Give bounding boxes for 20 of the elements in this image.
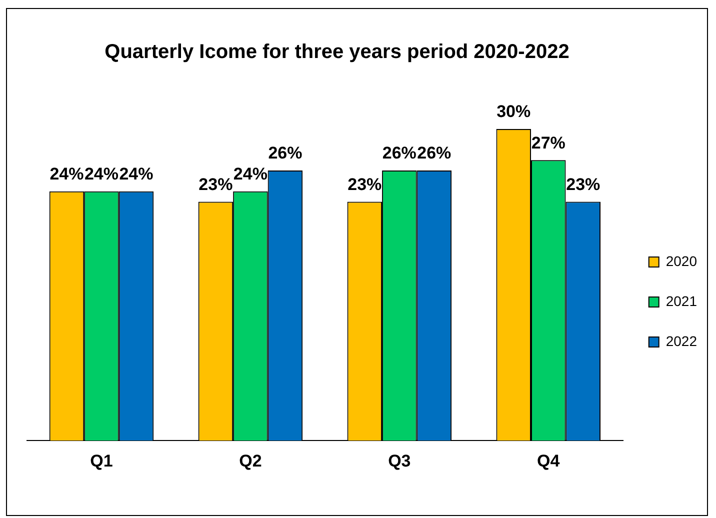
legend-label: 2020 bbox=[666, 252, 698, 269]
data-label: 24% bbox=[119, 164, 154, 184]
data-label: 24% bbox=[233, 164, 268, 184]
data-label: 26% bbox=[417, 144, 452, 163]
x-tick-label: Q1 bbox=[90, 451, 113, 470]
x-tick-label: Q2 bbox=[239, 451, 262, 470]
data-label: 30% bbox=[496, 102, 531, 122]
legend-label: 2021 bbox=[666, 292, 698, 309]
data-label: 23% bbox=[198, 174, 233, 194]
data-label: 23% bbox=[566, 174, 600, 194]
data-label: 24% bbox=[84, 164, 118, 184]
x-tick-label: Q3 bbox=[388, 451, 411, 470]
x-tick-label: Q4 bbox=[537, 451, 560, 470]
chart-title: Quarterly Icome for three years period 2020-2022 bbox=[104, 41, 570, 64]
data-label: 24% bbox=[50, 164, 84, 184]
legend-label: 2022 bbox=[666, 332, 698, 349]
data-label: 23% bbox=[348, 174, 382, 194]
data-label: 27% bbox=[531, 133, 566, 152]
data-label: 26% bbox=[268, 144, 302, 163]
data-label: 26% bbox=[382, 144, 416, 163]
